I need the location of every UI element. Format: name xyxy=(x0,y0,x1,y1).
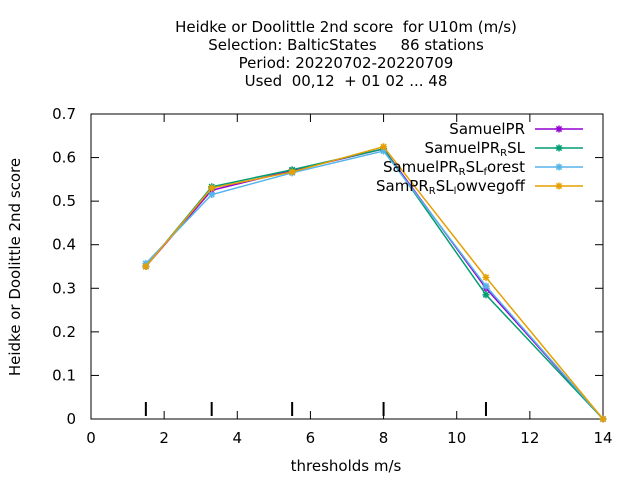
legend-item: SamuelPR xyxy=(449,120,583,138)
data-point xyxy=(599,415,607,423)
title-line: Used 00,12 + 01 02 ... 48 xyxy=(245,72,448,90)
data-point xyxy=(555,125,563,133)
x-tick-label: 4 xyxy=(233,429,243,447)
data-point xyxy=(208,191,216,199)
legend-label: SamuelPRRSLforest xyxy=(383,158,525,178)
series-group xyxy=(142,143,607,423)
x-tick-label: 8 xyxy=(379,429,389,447)
y-tick-label: 0.7 xyxy=(52,105,76,123)
y-axis-label: Heidke or Doolittle 2nd score xyxy=(6,158,24,376)
title-line: Heidke or Doolittle 2nd score for U10m (… xyxy=(175,18,517,36)
title-line: Period: 20220702-20220709 xyxy=(239,54,454,72)
chart-title: Heidke or Doolittle 2nd score for U10m (… xyxy=(175,18,517,90)
x-tick-label: 14 xyxy=(593,429,612,447)
legend-label: SamuelPR xyxy=(449,120,525,138)
legend-label: SamPRRSLlowvegoff xyxy=(376,177,526,197)
data-point xyxy=(380,143,388,151)
y-axis: 0 0.1 0.2 0.3 0.4 0.5 0.6 0.7 xyxy=(52,105,603,428)
y-tick-label: 0.1 xyxy=(52,366,76,384)
legend-item: SamPRRSLlowvegoff xyxy=(376,177,583,197)
x-axis: 0 2 4 6 8 10 12 14 xyxy=(86,114,613,447)
y-tick-label: 0 xyxy=(66,410,76,428)
legend: SamuelPRSamuelPRRSLSamuelPRRSLforestSamP… xyxy=(376,120,583,197)
series-line xyxy=(145,150,604,420)
x-tick-label: 0 xyxy=(86,429,96,447)
x-tick-label: 12 xyxy=(520,429,539,447)
x-tick-label: 2 xyxy=(159,429,169,447)
y-tick-label: 0.6 xyxy=(52,149,76,167)
x-tick-label: 6 xyxy=(306,429,316,447)
plot-frame xyxy=(90,113,604,420)
series-line xyxy=(145,148,604,420)
data-point xyxy=(555,163,563,171)
legend-item: SamuelPRRSL xyxy=(424,139,583,159)
title-line: Selection: BalticStates 86 stations xyxy=(208,36,484,54)
data-point xyxy=(555,182,563,190)
data-point xyxy=(482,282,490,290)
legend-item: SamuelPRRSLforest xyxy=(383,158,583,178)
x-axis-label: thresholds m/s xyxy=(291,457,402,475)
data-point xyxy=(482,291,490,299)
x-tick-label: 10 xyxy=(447,429,466,447)
data-point xyxy=(482,273,490,281)
data-point xyxy=(288,168,296,176)
y-tick-label: 0.4 xyxy=(52,236,76,254)
y-tick-label: 0.2 xyxy=(52,323,76,341)
data-point xyxy=(208,184,216,192)
data-point xyxy=(142,263,150,270)
data-point xyxy=(555,144,563,152)
series-line xyxy=(145,145,604,420)
threshold-markers xyxy=(144,402,487,416)
legend-label: SamuelPRRSL xyxy=(424,139,525,159)
y-tick-label: 0.3 xyxy=(52,279,76,297)
y-tick-label: 0.5 xyxy=(52,192,76,210)
